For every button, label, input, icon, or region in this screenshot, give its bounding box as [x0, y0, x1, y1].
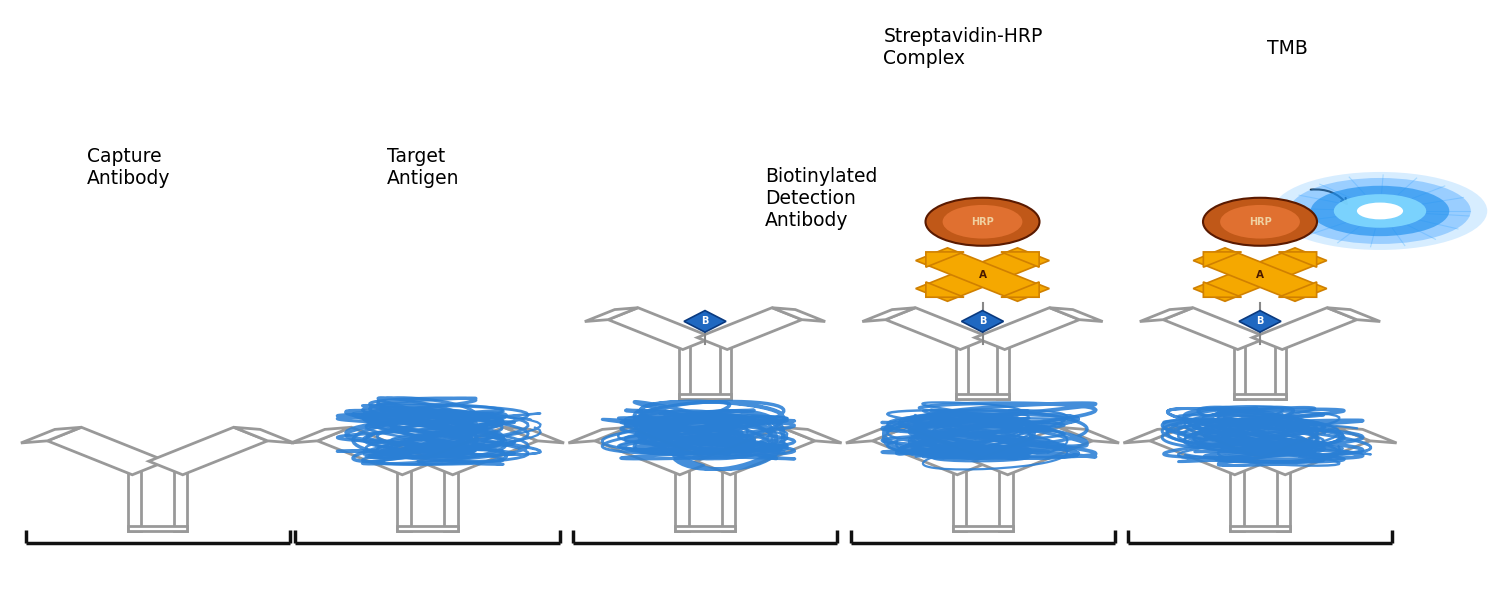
- Text: B: B: [1257, 316, 1263, 326]
- Polygon shape: [596, 427, 714, 475]
- Polygon shape: [1230, 468, 1244, 531]
- Ellipse shape: [1288, 178, 1470, 244]
- Polygon shape: [291, 427, 351, 443]
- Text: A: A: [978, 269, 987, 280]
- Polygon shape: [675, 468, 688, 531]
- Polygon shape: [675, 526, 735, 531]
- Polygon shape: [684, 311, 726, 332]
- Polygon shape: [1192, 248, 1328, 301]
- Polygon shape: [21, 427, 81, 443]
- Polygon shape: [720, 344, 732, 399]
- Text: Capture
Antibody: Capture Antibody: [87, 148, 171, 188]
- Polygon shape: [1251, 427, 1370, 475]
- Polygon shape: [962, 311, 1004, 332]
- Polygon shape: [956, 344, 968, 399]
- Polygon shape: [128, 526, 188, 531]
- Polygon shape: [504, 427, 564, 443]
- Ellipse shape: [926, 198, 1040, 246]
- Text: HRP: HRP: [970, 217, 994, 227]
- Polygon shape: [873, 427, 992, 475]
- Ellipse shape: [1220, 205, 1300, 239]
- Ellipse shape: [942, 205, 1023, 239]
- Polygon shape: [1000, 282, 1039, 297]
- Text: Target
Antigen: Target Antigen: [387, 148, 459, 188]
- Polygon shape: [926, 252, 964, 267]
- Polygon shape: [678, 344, 690, 399]
- Polygon shape: [48, 427, 166, 475]
- Polygon shape: [998, 344, 1010, 399]
- Polygon shape: [782, 427, 842, 443]
- Polygon shape: [975, 308, 1080, 350]
- Polygon shape: [419, 427, 537, 475]
- Polygon shape: [772, 308, 825, 322]
- Polygon shape: [585, 308, 638, 322]
- Polygon shape: [915, 248, 1050, 301]
- Polygon shape: [1050, 308, 1102, 322]
- Text: TMB: TMB: [1266, 38, 1308, 58]
- Polygon shape: [1203, 252, 1242, 267]
- Polygon shape: [1239, 311, 1281, 332]
- Polygon shape: [318, 427, 436, 475]
- Polygon shape: [1203, 282, 1242, 297]
- Polygon shape: [398, 526, 458, 531]
- Ellipse shape: [1203, 198, 1317, 246]
- Polygon shape: [1336, 427, 1396, 443]
- Polygon shape: [885, 308, 990, 350]
- Text: Biotinylated
Detection
Antibody: Biotinylated Detection Antibody: [765, 166, 877, 229]
- Polygon shape: [952, 468, 966, 531]
- Polygon shape: [174, 468, 188, 531]
- Polygon shape: [398, 468, 411, 531]
- Polygon shape: [915, 248, 1050, 301]
- Polygon shape: [1162, 308, 1268, 350]
- Polygon shape: [678, 394, 732, 399]
- Text: B: B: [702, 316, 708, 326]
- Polygon shape: [568, 427, 628, 443]
- Text: Streptavidin-HRP
Complex: Streptavidin-HRP Complex: [884, 28, 1042, 68]
- Polygon shape: [696, 427, 814, 475]
- Polygon shape: [1276, 468, 1290, 531]
- Ellipse shape: [1272, 172, 1486, 250]
- Ellipse shape: [1311, 186, 1449, 236]
- Polygon shape: [698, 308, 802, 350]
- Polygon shape: [128, 468, 141, 531]
- Polygon shape: [1278, 282, 1317, 297]
- Polygon shape: [1278, 252, 1317, 267]
- Polygon shape: [1230, 526, 1290, 531]
- Polygon shape: [1233, 344, 1245, 399]
- Polygon shape: [234, 427, 294, 443]
- Polygon shape: [974, 427, 1092, 475]
- Polygon shape: [999, 468, 1012, 531]
- Polygon shape: [1124, 427, 1184, 443]
- Polygon shape: [1275, 344, 1287, 399]
- Polygon shape: [722, 468, 735, 531]
- Polygon shape: [1150, 427, 1269, 475]
- Polygon shape: [1140, 308, 1192, 322]
- Polygon shape: [846, 427, 906, 443]
- Polygon shape: [444, 468, 458, 531]
- Polygon shape: [1252, 308, 1358, 350]
- Polygon shape: [1328, 308, 1380, 322]
- Text: A: A: [1256, 269, 1264, 280]
- Polygon shape: [952, 526, 1012, 531]
- Text: B: B: [980, 316, 986, 326]
- Polygon shape: [148, 427, 267, 475]
- Ellipse shape: [1358, 203, 1402, 220]
- Ellipse shape: [1334, 194, 1426, 228]
- Polygon shape: [1233, 394, 1287, 399]
- Polygon shape: [1192, 248, 1328, 301]
- Polygon shape: [926, 282, 964, 297]
- Text: HRP: HRP: [1248, 217, 1272, 227]
- Polygon shape: [608, 308, 712, 350]
- Polygon shape: [862, 308, 915, 322]
- Polygon shape: [956, 394, 1010, 399]
- Polygon shape: [1059, 427, 1119, 443]
- Polygon shape: [1000, 252, 1039, 267]
